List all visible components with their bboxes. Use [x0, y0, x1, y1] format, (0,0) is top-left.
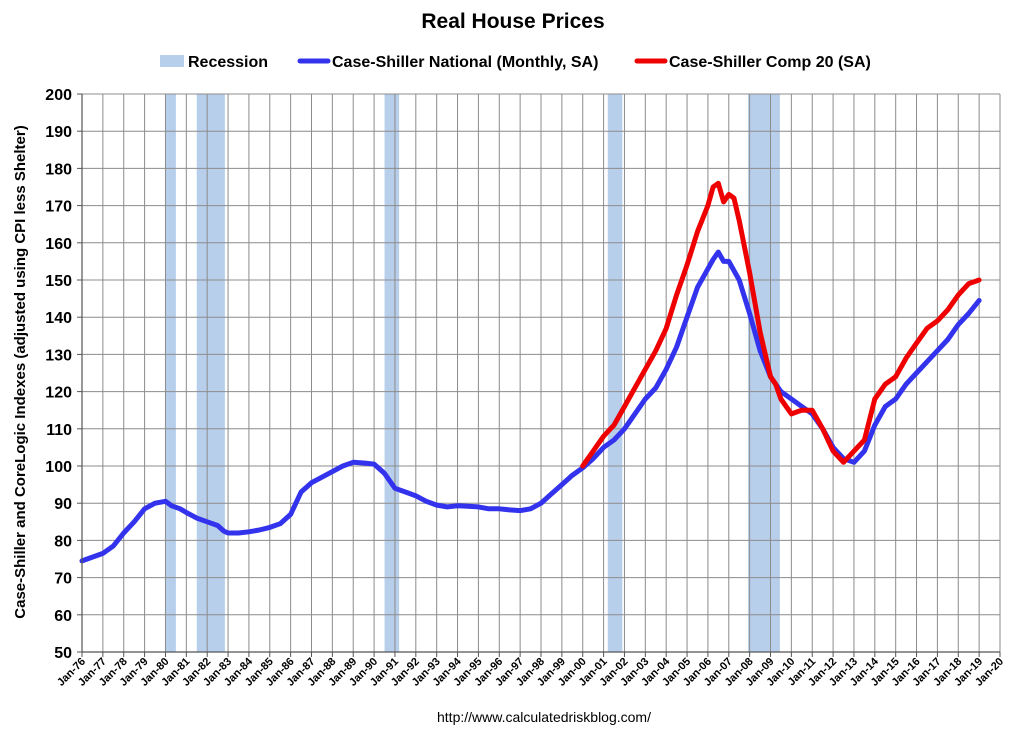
y-tick-label: 90	[54, 496, 72, 513]
chart-title: Real House Prices	[421, 10, 604, 33]
y-tick-label: 70	[54, 571, 72, 588]
y-tick-label: 140	[45, 310, 72, 327]
series-lines	[79, 180, 982, 564]
x-axis-ticks: Jan-76Jan-77Jan-78Jan-79Jan-80Jan-81Jan-…	[55, 652, 1006, 689]
y-tick-label: 80	[54, 533, 72, 550]
recession-band-3	[384, 94, 400, 652]
recession-band-4	[607, 94, 623, 652]
legend: Recession Case-Shiller National (Monthly,…	[160, 54, 871, 71]
y-tick-label: 50	[54, 645, 72, 662]
series-line-case-shiller-comp-20	[580, 180, 982, 469]
gridlines	[81, 93, 1001, 653]
legend-recession-swatch	[160, 55, 184, 67]
y-tick-label: 160	[45, 236, 72, 253]
recession-band-2	[196, 94, 225, 652]
y-tick-label: 170	[45, 199, 72, 216]
y-tick-label: 150	[45, 273, 72, 290]
y-tick-label: 200	[45, 87, 72, 104]
legend-label: Case-Shiller Comp 20 (SA)	[669, 54, 871, 71]
y-tick-label: 60	[54, 608, 72, 625]
recession-band-5	[747, 94, 780, 652]
y-axis-label: Case-Shiller and CoreLogic Indexes (adju…	[12, 125, 29, 618]
y-axis-ticks: 50 60 70 80 90 100 110 120 130 140 150 160 170 180 190…	[45, 87, 82, 662]
legend-label: Case-Shiller National (Monthly, SA)	[332, 54, 598, 71]
source-link[interactable]: http://www.calculatedriskblog.com/	[437, 709, 651, 725]
y-tick-label: 190	[45, 124, 72, 141]
recession-bands	[165, 94, 780, 652]
y-tick-label: 120	[45, 385, 72, 402]
y-tick-label: 130	[45, 347, 72, 364]
legend-label: Recession	[188, 54, 268, 71]
y-tick-label: 100	[45, 459, 72, 476]
y-tick-label: 180	[45, 161, 72, 178]
y-tick-label: 110	[46, 422, 72, 439]
recession-band-1	[165, 94, 176, 652]
